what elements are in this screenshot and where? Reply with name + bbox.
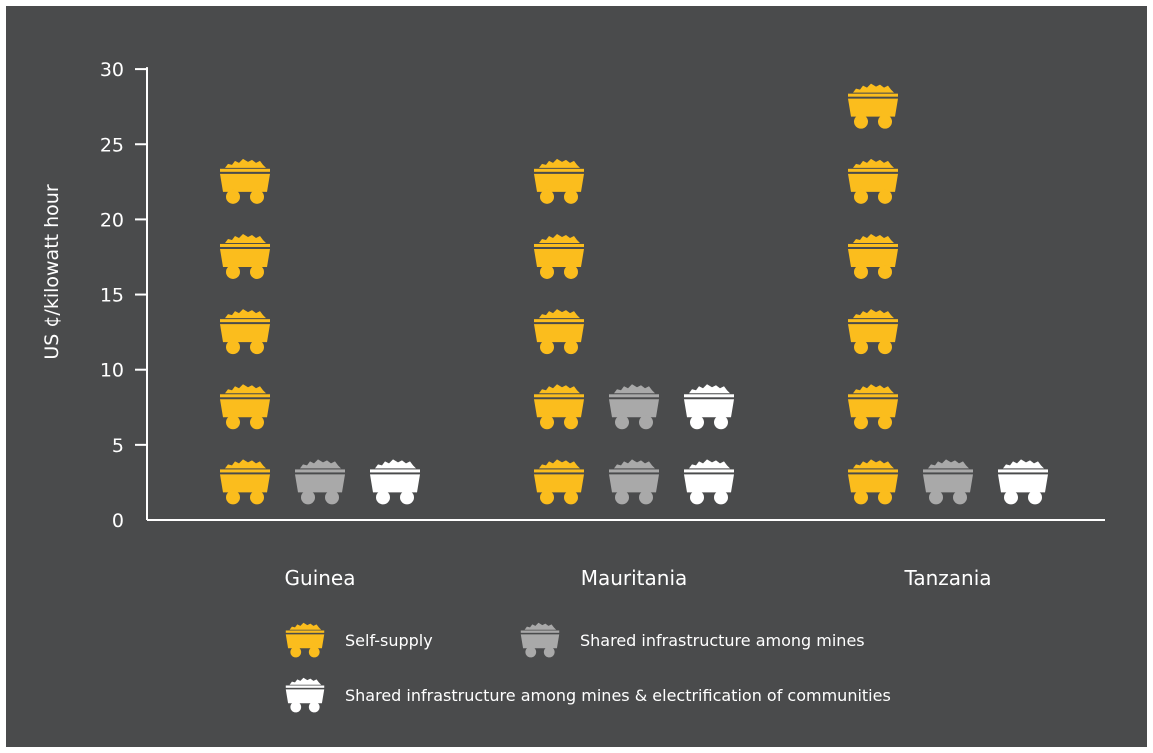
y-tick-label: 15 xyxy=(100,285,124,307)
mine-cart-icon xyxy=(534,459,584,505)
mine-cart-icon xyxy=(848,233,898,279)
y-tick-label: 5 xyxy=(112,435,124,457)
mine-cart-icon xyxy=(923,459,973,505)
mine-cart-icon xyxy=(220,158,270,204)
y-axis-title: US ¢/kilowatt hour xyxy=(41,184,63,360)
y-tick-labels: 0 5 10 15 20 25 30 xyxy=(100,59,124,532)
mine-cart-icon xyxy=(684,459,734,505)
mine-cart-icon xyxy=(609,384,659,430)
mine-cart-icon xyxy=(998,459,1048,505)
mine-cart-icon xyxy=(534,309,584,355)
mine-cart-icon xyxy=(534,233,584,279)
category-label: Guinea xyxy=(285,566,356,590)
mine-cart-icon xyxy=(848,83,898,129)
chart-marks xyxy=(220,83,1048,505)
legend-cart-icon xyxy=(520,622,560,658)
legend-cart-icon xyxy=(285,677,325,713)
mine-cart-icon xyxy=(848,309,898,355)
mine-cart-icon xyxy=(220,309,270,355)
y-tick-label: 20 xyxy=(100,209,124,231)
mine-cart-icon xyxy=(534,158,584,204)
mine-cart-icon xyxy=(609,459,659,505)
legend-label: Self-supply xyxy=(345,631,433,650)
mine-cart-icon xyxy=(295,459,345,505)
category-label: Tanzania xyxy=(903,566,991,590)
mine-cart-icon xyxy=(220,384,270,430)
y-tick-label: 30 xyxy=(100,59,124,81)
y-tick-label: 0 xyxy=(112,510,124,532)
category-labels: Guinea Mauritania Tanzania xyxy=(285,566,992,590)
mine-cart-icon xyxy=(220,233,270,279)
mine-cart-icon xyxy=(684,384,734,430)
mine-cart-icon xyxy=(220,459,270,505)
legend: Self-supply Shared infrastructure among m… xyxy=(285,622,891,713)
legend-label: Shared infrastructure among mines xyxy=(580,631,865,650)
legend-label: Shared infrastructure among mines & elec… xyxy=(345,686,891,705)
y-tick-label: 10 xyxy=(100,360,124,382)
mine-cart-icon xyxy=(534,384,584,430)
pictogram-chart: 0 5 10 15 20 25 30 US ¢/kilowatt hour Guinea Ma… xyxy=(41,59,1105,713)
mine-cart-icon xyxy=(370,459,420,505)
y-tick-label: 25 xyxy=(100,134,124,156)
axes xyxy=(135,67,1105,521)
chart-panel: 0 5 10 15 20 25 30 US ¢/kilowatt hour Guinea Ma… xyxy=(6,6,1147,747)
mine-cart-icon xyxy=(848,158,898,204)
category-label: Mauritania xyxy=(581,566,688,590)
mine-cart-icon xyxy=(848,384,898,430)
mine-cart-icon xyxy=(848,459,898,505)
legend-cart-icon xyxy=(285,622,325,658)
